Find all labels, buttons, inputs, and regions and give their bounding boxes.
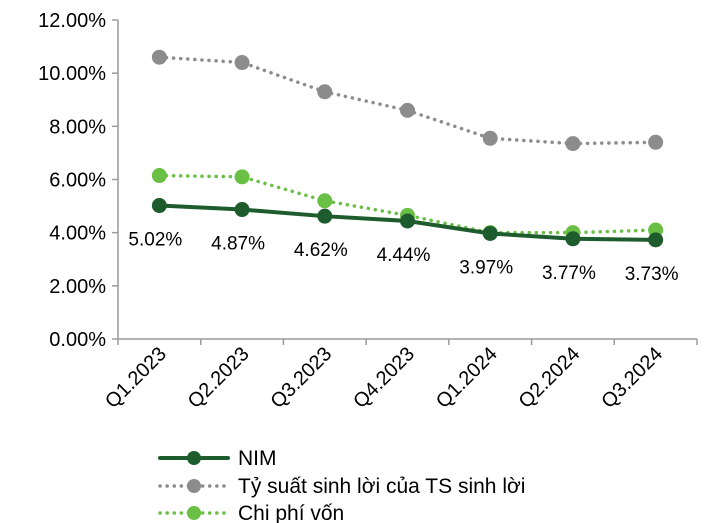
y-tick-label: 12.00% [38,10,106,32]
data-point [234,55,250,71]
data-label: 4.87% [211,234,265,255]
data-point [565,136,581,152]
y-tick-label: 10.00% [38,63,106,85]
data-point [234,169,250,185]
legend-label: Tỷ suất sinh lời của TS sinh lời [238,475,525,498]
data-label: 4.44% [377,245,431,266]
legend-marker [187,451,201,465]
data-label: 4.62% [294,240,348,261]
x-tick-label: Q3.2023 [267,343,337,413]
data-point [234,202,250,218]
legend: NIM Tỷ suất sinh lời của TS sinh lời Chi p… [158,447,525,523]
data-point [400,102,415,118]
x-tick-label: Q3.2024 [597,343,667,413]
data-label: 5.02% [128,230,182,251]
y-tick-label: 8.00% [49,116,106,138]
data-point [317,208,333,224]
data-point [648,232,664,248]
legend-entry: Chi phí vốn [158,502,344,523]
data-label: 3.73% [625,264,679,285]
data-labels: 5.02% 4.87% 4.62% 4.44% 3.97% 3.77% 3.73% [128,230,678,285]
data-label: 3.97% [459,257,513,278]
y-tick-label: 0.00% [49,329,106,351]
legend-entry: Tỷ suất sinh lời của TS sinh lời [158,475,525,498]
x-tick-label: Q1.2023 [101,343,171,413]
series-line [157,55,658,146]
data-point [317,193,333,209]
series-2 [151,168,664,241]
data-point [151,49,167,65]
series-0 [151,198,664,248]
x-tick-label: Q1.2024 [432,343,502,413]
x-tick-label: Q2.2024 [515,343,585,413]
data-label: 3.77% [542,263,596,284]
legend-label: Chi phí vốn [238,502,344,523]
data-point [482,130,498,146]
x-tick-label: Q4.2023 [349,343,419,413]
legend-marker [187,479,201,493]
data-point [400,213,415,229]
series-1 [151,49,664,152]
data-point [648,134,664,150]
axes: 0.00% 2.00% 4.00% 6.00% 8.00% 10.00% 12.00% Q1.… [38,10,698,413]
series-layer [151,49,664,248]
legend-entry: NIM [158,447,277,470]
data-point [151,198,167,214]
data-point [317,84,333,100]
data-point [151,168,167,184]
y-tick-label: 2.00% [49,276,106,298]
data-point [565,231,581,247]
y-tick-label: 6.00% [49,170,106,192]
x-tick-label: Q2.2023 [184,343,254,413]
data-point [482,225,498,241]
y-tick-label: 4.00% [49,223,106,245]
legend-label: NIM [238,447,277,470]
legend-marker [187,506,201,520]
